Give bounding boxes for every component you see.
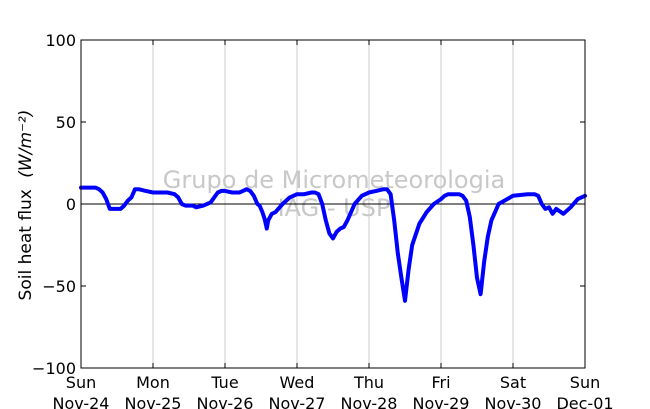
x-tick-label-date: Nov-27	[269, 394, 326, 409]
x-tick-label-day: Thu	[353, 373, 384, 392]
x-tick-label-day: Mon	[136, 373, 170, 392]
x-tick-label-day: Fri	[431, 373, 450, 392]
y-axis-label: Soil heat flux (W/m⁻²)	[16, 110, 36, 301]
watermark: Grupo de Micrometeorologia IAG - USP	[163, 166, 505, 222]
y-tick-label: −100	[32, 359, 76, 378]
series-line	[79, 185, 587, 303]
x-tick-label-day: Wed	[280, 373, 315, 392]
watermark-line-1: Grupo de Micrometeorologia	[163, 166, 505, 194]
y-tick-label: 0	[66, 195, 76, 214]
y-axis-label-unit: (W/m⁻²)	[16, 110, 36, 178]
x-tick-label-date: Nov-29	[413, 394, 470, 409]
x-tick-label-date: Nov-30	[485, 394, 542, 409]
x-tick-label-day: Sun	[66, 373, 96, 392]
y-axis-label-text: Soil heat flux	[16, 189, 36, 300]
x-tick-label-date: Nov-28	[341, 394, 398, 409]
y-tick-label: −50	[42, 277, 76, 296]
x-tick-label-date: Nov-24	[53, 394, 110, 409]
x-tick-label-date: Nov-25	[125, 394, 182, 409]
x-tick-label-date: Dec-01	[556, 394, 613, 409]
x-axis: Sun Nov-24 Mon Nov-25 Tue Nov-26 Wed Nov-27 Thu N…	[53, 40, 614, 409]
x-tick-label-day: Sun	[570, 373, 600, 392]
y-tick-label: 100	[45, 31, 76, 50]
x-tick-label-day: Sat	[500, 373, 526, 392]
series-layer	[79, 185, 587, 303]
y-tick-label: 50	[56, 113, 76, 132]
y-axis: −100 −50 0 50 100	[32, 31, 585, 378]
x-tick-label-date: Nov-26	[197, 394, 254, 409]
x-tick-label-day: Tue	[210, 373, 238, 392]
watermark-line-2: IAG - USP	[278, 194, 391, 222]
